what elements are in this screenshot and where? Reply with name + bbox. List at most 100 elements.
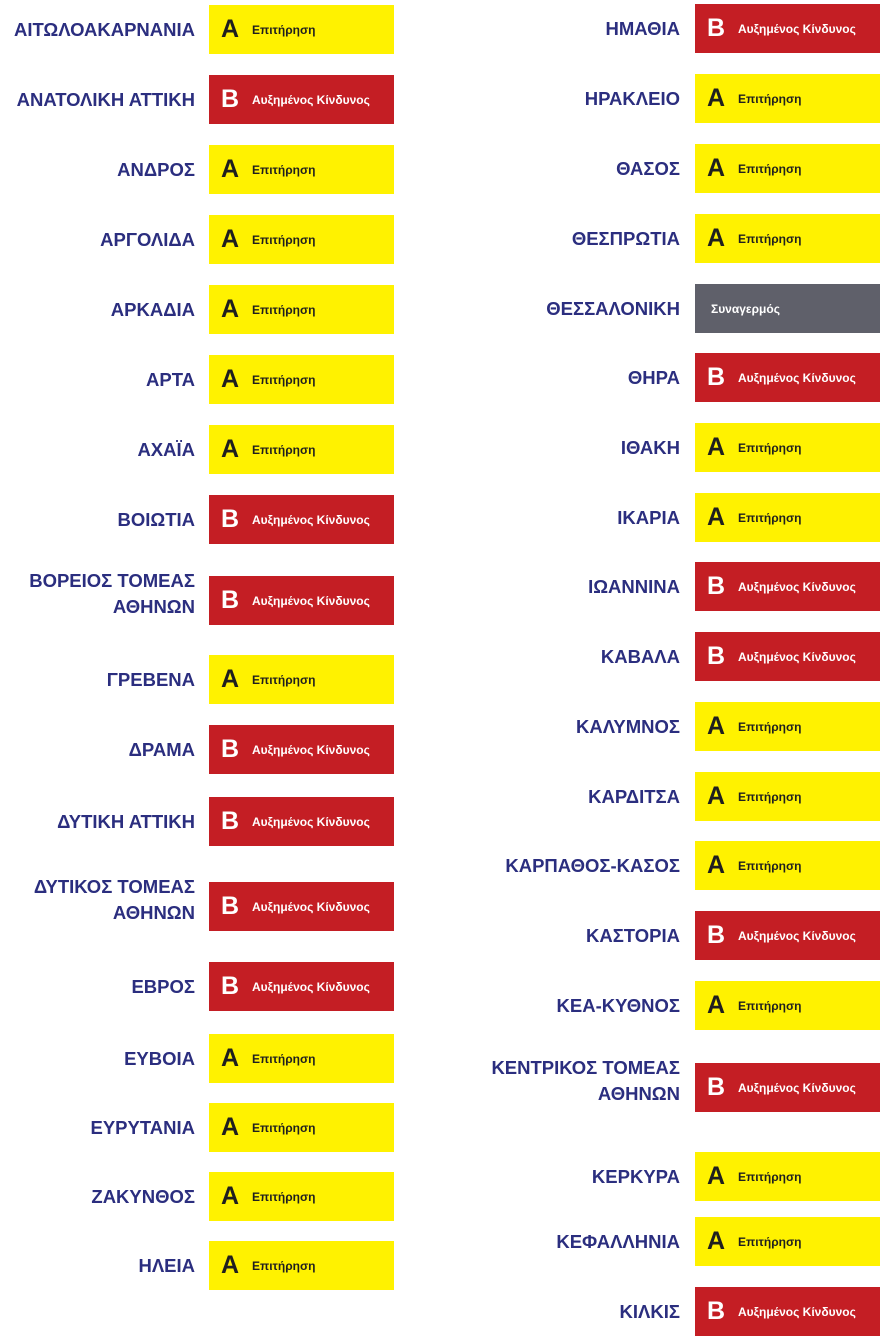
region-name: ΚΑΣΤΟΡΙΑ — [585, 925, 680, 946]
region-name: ΕΥΡΥΤΑΝΙΑ — [90, 1117, 195, 1138]
region-name: ΑΡΤΑ — [146, 369, 195, 390]
region-name: ΚΕΑ-ΚΥΘΝΟΣ — [556, 995, 680, 1016]
region-name: ΑΝΑΤΟΛΙΚΗ ΑΤΤΙΚΗ — [16, 89, 195, 110]
risk-level-letter: Α — [707, 154, 726, 182]
risk-level-label: Επιτήρηση — [252, 232, 316, 247]
risk-level-label: Επιτήρηση — [738, 858, 802, 873]
risk-level-label: Αυξημένος Κίνδυνος — [252, 742, 370, 757]
risk-level-letter: Α — [221, 295, 240, 323]
risk-level-letter: Β — [221, 735, 240, 763]
risk-level-badge: Β Αυξημένος Κίνδυνος — [209, 725, 394, 774]
region-name: ΘΗΡΑ — [627, 367, 680, 388]
risk-level-badge: Α Επιτήρηση — [209, 215, 394, 264]
risk-level-label: Αυξημένος Κίνδυνος — [252, 814, 370, 829]
risk-level-letter: Β — [221, 807, 240, 835]
risk-level-letter: Β — [707, 1073, 726, 1101]
risk-level-badge: Β Αυξημένος Κίνδυνος — [209, 576, 394, 625]
risk-level-badge: Α Επιτήρηση — [209, 1172, 394, 1221]
risk-level-badge: Α Επιτήρηση — [695, 1217, 880, 1266]
risk-level-badge: Β Αυξημένος Κίνδυνος — [695, 1287, 880, 1336]
risk-level-letter: Α — [707, 224, 726, 252]
risk-level-label: Αυξημένος Κίνδυνος — [252, 899, 370, 914]
risk-level-badge: Β Αυξημένος Κίνδυνος — [209, 797, 394, 846]
risk-level-label: Επιτήρηση — [738, 719, 802, 734]
risk-level-badge: Α Επιτήρηση — [209, 5, 394, 54]
risk-level-letter: Α — [221, 1113, 240, 1141]
region-name: ΙΘΑΚΗ — [620, 437, 680, 458]
risk-level-letter: Α — [707, 991, 726, 1019]
region-name: ΔΥΤΙΚΗ ΑΤΤΙΚΗ — [57, 811, 195, 832]
region-name: ΗΜΑΘΙΑ — [605, 18, 680, 39]
risk-level-letter: Β — [221, 85, 240, 113]
risk-level-label: Επιτήρηση — [252, 1120, 316, 1135]
risk-level-letter: Α — [707, 712, 726, 740]
risk-level-label: Αυξημένος Κίνδυνος — [738, 649, 856, 664]
risk-level-badge: Α Επιτήρηση — [209, 1034, 394, 1083]
region-name: ΙΚΑΡΙΑ — [617, 507, 680, 528]
region-name: ΔΥΤΙΚΟΣ ΤΟΜΕΑΣ ΑΘΗΝΩΝ — [33, 876, 195, 923]
risk-level-letter: Α — [221, 155, 240, 183]
risk-level-label: Επιτήρηση — [252, 442, 316, 457]
risk-level-label: Αυξημένος Κίνδυνος — [738, 21, 856, 36]
risk-level-letter: Α — [221, 1251, 240, 1279]
risk-level-badge: Α Επιτήρηση — [209, 145, 394, 194]
risk-level-letter: Α — [221, 435, 240, 463]
region-name: ΕΥΒΟΙΑ — [124, 1048, 195, 1069]
risk-level-badge: Α Επιτήρηση — [695, 74, 880, 123]
risk-level-label: Συναγερμός — [711, 301, 780, 316]
risk-level-letter: Α — [707, 503, 726, 531]
risk-level-label: Επιτήρηση — [252, 1258, 316, 1273]
region-name: ΑΙΤΩΛΟΑΚΑΡΝΑΝΙΑ — [13, 19, 195, 40]
risk-level-label: Αυξημένος Κίνδυνος — [252, 512, 370, 527]
risk-level-badge: Β Αυξημένος Κίνδυνος — [695, 1063, 880, 1112]
risk-level-letter: Β — [707, 14, 726, 42]
risk-level-label: Επιτήρηση — [252, 302, 316, 317]
region-name: ΔΡΑΜΑ — [128, 739, 195, 760]
region-name: ΚΑΡΔΙΤΣΑ — [588, 786, 680, 807]
risk-level-letter: Α — [707, 851, 726, 879]
region-name: ΑΡΚΑΔΙΑ — [110, 299, 195, 320]
risk-level-label: Επιτήρηση — [738, 231, 802, 246]
risk-level-badge: Β Αυξημένος Κίνδυνος — [695, 562, 880, 611]
risk-level-letter: Α — [221, 665, 240, 693]
risk-level-letter: Β — [707, 642, 726, 670]
risk-level-letter: Α — [221, 1182, 240, 1210]
risk-level-label: Επιτήρηση — [738, 789, 802, 804]
risk-level-badge: Α Επιτήρηση — [209, 285, 394, 334]
risk-level-badge: Β Αυξημένος Κίνδυνος — [209, 882, 394, 931]
risk-level-badge: Α Επιτήρηση — [209, 425, 394, 474]
risk-level-label: Αυξημένος Κίνδυνος — [738, 928, 856, 943]
risk-level-label: Αυξημένος Κίνδυνος — [738, 1080, 856, 1095]
risk-level-label: Επιτήρηση — [738, 91, 802, 106]
risk-level-label: Επιτήρηση — [252, 372, 316, 387]
risk-level-letter: Α — [221, 225, 240, 253]
risk-level-badge: Α Επιτήρηση — [209, 1103, 394, 1152]
risk-level-letter: Β — [707, 363, 726, 391]
region-name: ΒΟΙΩΤΙΑ — [117, 509, 195, 530]
risk-level-letter: Β — [707, 572, 726, 600]
risk-level-letter: Α — [707, 84, 726, 112]
risk-level-badge: Β Αυξημένος Κίνδυνος — [695, 4, 880, 53]
risk-level-badge: Συναγερμός — [695, 284, 880, 333]
region-name: ΚΙΛΚΙΣ — [619, 1301, 680, 1322]
risk-level-label: Αυξημένος Κίνδυνος — [738, 1304, 856, 1319]
region-name: ΚΑΒΑΛΑ — [600, 646, 680, 667]
risk-level-label: Αυξημένος Κίνδυνος — [252, 92, 370, 107]
risk-level-letter: Β — [221, 586, 240, 614]
risk-level-letter: Α — [707, 1227, 726, 1255]
region-name: ΚΑΛΥΜΝΟΣ — [576, 716, 680, 737]
region-name: ΘΑΣΟΣ — [616, 158, 680, 179]
left-column: ΑΙΤΩΛΟΑΚΑΡΝΑΝΙΑ Α Επιτήρηση ΑΝΑΤΟΛΙΚΗ ΑΤΤΙΚ… — [13, 5, 394, 1290]
risk-level-badge: Α Επιτήρηση — [695, 1152, 880, 1201]
region-name: ΚΕΝΤΡΙΚΟΣ ΤΟΜΕΑΣ ΑΘΗΝΩΝ — [491, 1057, 680, 1104]
region-name: ΗΡΑΚΛΕΙΟ — [584, 88, 680, 109]
risk-level-letter: Α — [707, 1162, 726, 1190]
risk-level-letter: Α — [221, 365, 240, 393]
region-name: ΑΡΓΟΛΙΔΑ — [100, 229, 195, 250]
region-name: ΑΧΑΪΑ — [137, 439, 195, 460]
risk-level-label: Επιτήρηση — [252, 1051, 316, 1066]
risk-level-label: Αυξημένος Κίνδυνος — [252, 979, 370, 994]
risk-level-letter: Β — [707, 1297, 726, 1325]
region-name: ΗΛΕΙΑ — [138, 1255, 195, 1276]
risk-level-badge: Β Αυξημένος Κίνδυνος — [695, 632, 880, 681]
